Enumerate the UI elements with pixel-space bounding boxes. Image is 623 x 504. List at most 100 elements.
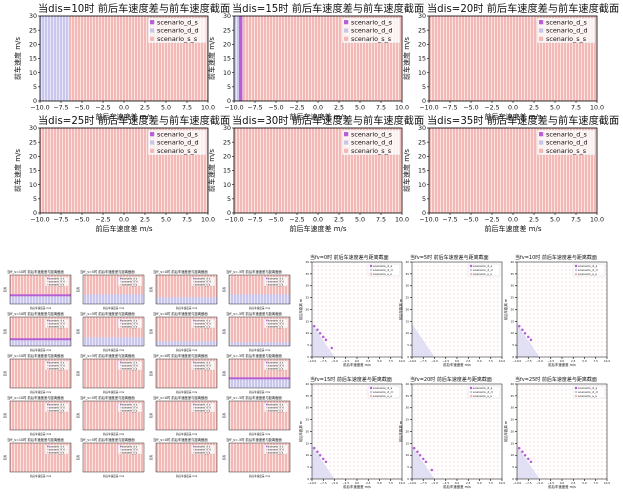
y-axis-label: 前车速度 m/s: [402, 149, 411, 192]
y-axis-label: 距离: [76, 413, 80, 419]
y-axis-label: 距离: [149, 329, 153, 335]
y-tick-label: 15: [305, 441, 309, 445]
y-tick-label: 10: [305, 453, 309, 457]
y-tick-label: 35: [305, 394, 309, 398]
y-tick-label: 10: [223, 182, 231, 189]
x-axis-label: 前后车速度差 m/s: [176, 348, 198, 352]
legend-marker: [150, 148, 155, 153]
chart-title: 当ff_v=0时 前后车速度差与距离截面: [153, 353, 208, 358]
legend-marker: [47, 364, 49, 367]
x-tick-label: 0.0: [355, 359, 360, 363]
data-point-5: [330, 346, 334, 350]
legend-marker: [120, 409, 122, 412]
x-tick-label: 2.5: [366, 359, 371, 363]
legend-entry: scenario_d_s: [49, 319, 65, 322]
y-axis-label: 距离: [149, 287, 153, 293]
x-tick-label: 5.0: [550, 104, 560, 111]
region-d-s-1: [229, 377, 290, 380]
y-axis-label: 前车速度 m/s: [207, 37, 216, 80]
legend-entry: scenario_d_d: [578, 390, 598, 394]
x-tick-label: 2.5: [529, 216, 539, 223]
plot-frame: [155, 274, 218, 305]
y-tick-label: 0: [33, 210, 37, 217]
x-tick-label: 5.0: [477, 359, 482, 363]
y-tick-label: 30: [405, 406, 409, 410]
legend-entry: scenario_s_s: [49, 283, 65, 286]
y-tick-label: 15: [405, 319, 409, 323]
y-axis-label: 距离: [3, 413, 7, 419]
plot-frame: [9, 316, 72, 347]
y-tick-label: 15: [510, 319, 514, 323]
x-tick-label: 0.0: [355, 481, 360, 485]
x-tick-label: −10.0: [308, 481, 317, 485]
region-d-d-0: [10, 340, 71, 346]
chart-title: 当ff_v=-5时 前后车速度差与距离截面: [226, 311, 283, 316]
legend-marker: [369, 386, 373, 390]
x-tick-label: −2.5: [95, 104, 110, 111]
legend-entry: scenario_d_d: [122, 406, 138, 409]
legend-marker: [193, 406, 195, 409]
y-axis-label: 距离: [222, 329, 226, 335]
legend-entry: scenario_d_s: [351, 130, 393, 138]
legend-entry: scenario_d_s: [122, 319, 138, 322]
legend-entry: scenario_s_s: [351, 147, 392, 155]
chart-panel-30: 当fv=20时 前后车速度差与距离截面 −10.0 −7.5 −5.0 −2.5 0.0 2…: [398, 376, 505, 489]
data-point-0: [413, 446, 416, 450]
x-tick-label: −7.5: [53, 216, 68, 223]
x-tick-label: 2.5: [466, 481, 471, 485]
legend-entry: scenario_d_d: [49, 406, 65, 409]
chart-title: 当ff_v=5时 前后车速度差与距离截面: [80, 437, 135, 442]
legend-marker: [47, 445, 49, 448]
x-axis-label: 前后车速度差 m/s: [103, 306, 125, 310]
scenario-s-s-area: [312, 262, 402, 357]
x-tick-label: −10.0: [408, 359, 417, 363]
y-tick-label: 35: [405, 394, 409, 398]
y-tick-label: 15: [29, 56, 37, 63]
legend-box: [263, 318, 289, 329]
y-tick-label: 25: [510, 418, 514, 422]
data-point-2: [318, 454, 322, 457]
legend-marker: [193, 361, 195, 364]
region-d-d-0: [83, 294, 144, 304]
y-tick-label: 20: [29, 154, 37, 161]
x-tick-label: 5.0: [161, 216, 171, 223]
plot-frame: [82, 358, 145, 389]
legend-entry: scenario_d_s: [122, 403, 138, 406]
y-tick-label: 20: [418, 154, 426, 161]
y-axis-label: 前后车距离 m: [503, 298, 508, 320]
legend-entry: scenario_d_s: [122, 361, 138, 364]
legend-box: [467, 263, 501, 277]
x-tick-label: 0.0: [560, 481, 565, 485]
x-axis-label: 前后车速度差 m/s: [343, 362, 371, 367]
data-point-1: [521, 450, 524, 453]
chart-panel-1: 当dis=15时 前后车速度差与前车速度截面 −10.0 −7.5 −5.0 −2.5 0…: [207, 2, 424, 121]
legend-entry: scenario_d_d: [122, 448, 138, 451]
data-point-4: [324, 460, 328, 464]
y-tick-label: 20: [29, 42, 37, 49]
region-d-d-0: [156, 341, 217, 346]
x-tick-label: −5.0: [331, 359, 338, 363]
legend-box: [190, 360, 216, 371]
x-axis-label: 前后车速度差 m/s: [30, 390, 52, 394]
y-tick-label: 30: [510, 284, 514, 288]
scenario-d-d-area: [312, 445, 335, 479]
y-tick-label: 30: [418, 125, 426, 132]
chart-title: 当ff_v=5时 前后车速度差与距离截面: [80, 269, 135, 274]
legend-box: [44, 444, 70, 455]
legend-entry: scenario_d_d: [351, 27, 393, 35]
legend-entry: scenario_d_d: [268, 406, 284, 409]
x-axis-label: 前后车速度差 m/s: [30, 306, 52, 310]
legend-entry: scenario_s_s: [268, 325, 284, 328]
legend-marker: [193, 283, 195, 286]
legend-entry: scenario_d_d: [195, 280, 211, 283]
legend-marker: [47, 283, 49, 286]
legend-entry: scenario_s_s: [268, 409, 284, 412]
legend-entry: scenario_d_d: [122, 364, 138, 367]
scenario-s-s-area: [412, 262, 502, 357]
y-tick-label: 10: [29, 70, 37, 77]
